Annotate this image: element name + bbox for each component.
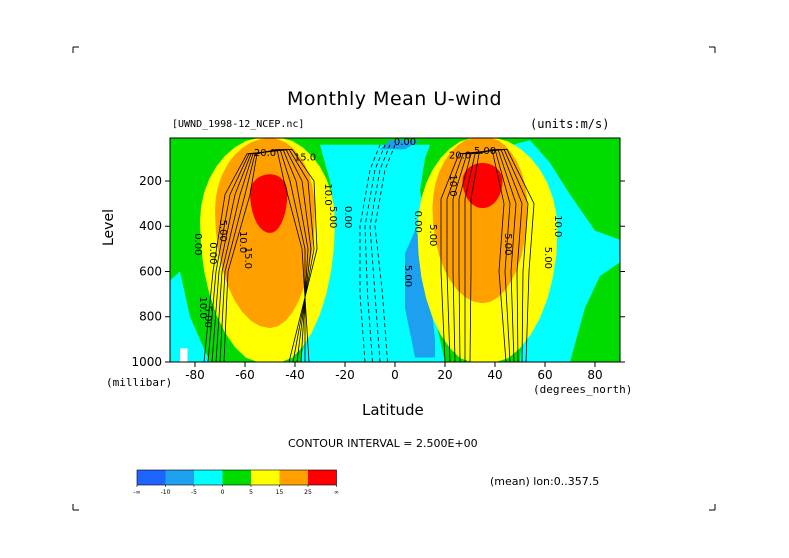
easterly-core — [405, 230, 435, 358]
colorbar-label: -∞ — [133, 489, 140, 496]
colorbar-swatch — [137, 470, 166, 485]
colorbar-swatch — [194, 470, 223, 485]
jet-north-core — [462, 162, 503, 209]
contour-label: 10.0 — [447, 174, 458, 196]
x-tick-label: -60 — [235, 368, 255, 382]
colorbar: -∞ -10 -5 0 5 15 25 ∞ — [133, 469, 339, 496]
contour-label: 5.00 — [327, 206, 338, 228]
contour-label: 0.00 — [192, 233, 203, 255]
dataset-label: [UWND_1998-12_NCEP.nc] — [172, 119, 305, 130]
y-tick-label: 200 — [139, 174, 162, 188]
missing-region — [180, 348, 188, 362]
x-axis-unit: (degrees_north) — [533, 383, 633, 396]
contour-north-6 — [469, 148, 507, 363]
crop-marks — [72, 46, 716, 511]
colorbar-label: 25 — [304, 489, 312, 496]
contour-tropic-0 — [359, 144, 381, 363]
contour-label: 15.0 — [294, 153, 316, 164]
colorbar-swatch — [165, 470, 194, 485]
colorbar-label: 0 — [221, 489, 225, 496]
x-tick-label: -20 — [335, 368, 355, 382]
units-label: (units:m/s) — [530, 117, 610, 131]
upper-easterly — [380, 140, 420, 150]
contour-label: 0.00 — [412, 211, 423, 233]
colorbar-swatch — [251, 470, 280, 485]
x-tick-label: 20 — [437, 368, 452, 382]
contour-label: 20.0 — [449, 150, 471, 161]
contour-label: 10.0 — [197, 297, 208, 319]
y-tick-label: 1000 — [131, 355, 162, 369]
jet-north-15 — [432, 138, 528, 304]
colorbar-label: 15 — [276, 489, 284, 496]
contour-interval-text: CONTOUR INTERVAL = 2.500E+00 — [288, 437, 478, 450]
contour-label: 5.00 — [474, 146, 496, 157]
contour-tropic-2 — [369, 144, 391, 363]
contour-south-6 — [223, 148, 310, 363]
contour-label: 5.00 — [427, 224, 438, 246]
colorbar-label: -10 — [161, 489, 171, 496]
x-tick-label: 0 — [391, 368, 399, 382]
x-tick-label: 60 — [537, 368, 552, 382]
easterly-region-south — [170, 271, 210, 362]
contour-label: 5.00 — [502, 233, 513, 255]
y-tick-label: 600 — [139, 264, 162, 278]
contour-label: 5.00 — [202, 306, 213, 328]
averaging-text: (mean) lon:0..357.5 — [490, 475, 600, 488]
colorbar-swatch — [308, 470, 337, 485]
contour-label: 0.00 — [342, 206, 353, 228]
colorbar-swatch — [222, 470, 251, 485]
contour-label: 10.0 — [552, 215, 563, 237]
contour-label: 20.0 — [254, 148, 276, 159]
colorbar-label: -5 — [191, 489, 197, 496]
y-tick-label: 800 — [139, 310, 162, 324]
x-tick-label: -80 — [185, 368, 205, 382]
x-tick-label: 40 — [487, 368, 502, 382]
contour-tropic-3 — [374, 144, 396, 363]
colorbar-label: ∞ — [334, 489, 339, 496]
x-tick-label: 80 — [587, 368, 602, 382]
jet-south-15 — [215, 138, 315, 329]
x-tick-label: -40 — [285, 368, 305, 382]
contour-label: 0.00 — [394, 137, 416, 148]
contour-label: 0.00 — [207, 242, 218, 264]
contour-label: 15.0 — [242, 247, 253, 269]
contour-label: 5.00 — [217, 220, 228, 242]
contour-label: 5.00 — [402, 265, 413, 287]
axes: 200 400 600 800 1000 -80 -60 -40 -20 0 20 40 60 80 — [131, 137, 625, 382]
y-tick-label: 400 — [139, 219, 162, 233]
x-axis-title: Latitude — [362, 401, 424, 419]
jet-south-core — [250, 174, 288, 233]
contour-tropic-1 — [364, 144, 386, 363]
contour-label: 5.00 — [542, 247, 553, 269]
chart-title: Monthly Mean U-wind — [286, 88, 503, 110]
contour-label: 10.0 — [237, 231, 248, 253]
colorbar-frame — [136, 469, 337, 486]
plot-area: 20.0 15.010.05.00 0.005.000.005.0010.05.00… — [170, 137, 620, 363]
y-axis-unit: (millibar) — [106, 376, 173, 389]
contour-label: 10.0 — [322, 183, 333, 205]
colorbar-swatch — [279, 470, 308, 485]
colorbar-label: 5 — [249, 489, 253, 496]
